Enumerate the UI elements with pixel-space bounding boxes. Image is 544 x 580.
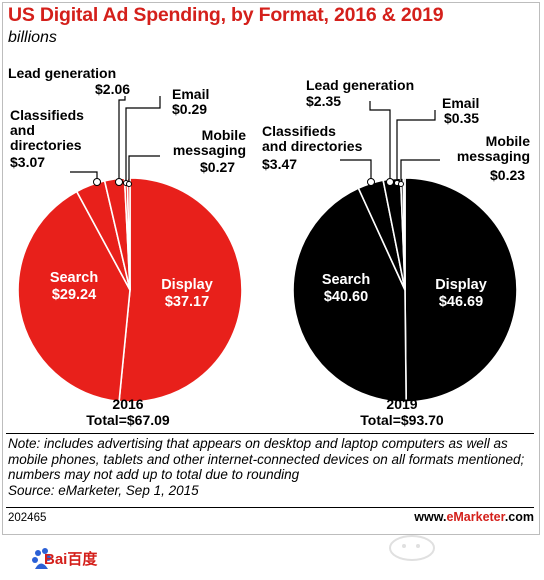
label-display-2016: Display $37.17 — [161, 277, 213, 310]
label-email-2016: Email — [172, 86, 210, 102]
pie-slice-2019-search — [292, 187, 407, 403]
chart-subtitle: billions — [8, 29, 57, 46]
pie-slice-2016-search — [17, 190, 131, 403]
pie-slice-2019-display — [404, 177, 518, 403]
total-2016: Total=$67.09 — [86, 412, 170, 428]
leader-lines — [70, 96, 440, 181]
note-divider-top — [6, 433, 534, 434]
label-search-2016: Search $29.24 — [49, 270, 99, 303]
value-email-2019: $0.35 — [444, 110, 480, 126]
value-lead-generation-2019: $2.35 — [306, 93, 342, 109]
year-2016: 2016 — [112, 396, 144, 412]
label-classifieds-2019: Classifieds and directories — [262, 123, 363, 154]
label-display-2019: Display $46.69 — [435, 277, 487, 310]
value-lead-generation-2016: $2.06 — [95, 81, 131, 97]
value-mobile-messaging-2016: $0.27 — [200, 159, 236, 175]
label-email-2019: Email — [442, 95, 480, 111]
label-lead-generation-2019: Lead generation — [306, 77, 415, 93]
watermark-text: Bai百度 — [44, 551, 98, 568]
source-text: Source: eMarketer, Sep 1, 2015 — [8, 482, 199, 498]
faint-watermark-icon — [389, 535, 435, 561]
baidu-paw-logo — [32, 548, 51, 569]
brand-link[interactable]: www.eMarketer.com — [414, 510, 534, 524]
total-2019: Total=$93.70 — [360, 412, 444, 428]
label-search-2019: Search $40.60 — [321, 272, 371, 305]
pie-2016 — [17, 177, 243, 403]
leader-dots — [93, 178, 404, 187]
value-email-2016: $0.29 — [172, 101, 208, 117]
chart-title: US Digital Ad Spending, by Format, 2016 … — [8, 4, 444, 26]
pie-slice-2019-mobile-messaging — [402, 177, 406, 291]
pie-charts — [17, 96, 518, 403]
label-mobile-messaging-2016: Mobile messaging — [172, 127, 246, 158]
pie-slice-2016-display — [118, 177, 243, 403]
chart-id: 202465 — [8, 512, 47, 524]
label-classifieds-2016: Classifieds and directories — [10, 107, 84, 153]
label-lead-generation-2016: Lead generation — [8, 65, 117, 81]
note-divider-bottom — [6, 507, 534, 508]
value-mobile-messaging-2019: $0.23 — [490, 167, 526, 183]
value-classifieds-2019: $3.47 — [262, 156, 298, 172]
chart-note: Note: includes advertising that appears … — [8, 436, 536, 498]
value-classifieds-2016: $3.07 — [10, 154, 46, 170]
chart-frame — [2, 2, 540, 535]
label-mobile-messaging-2019: Mobile messaging — [456, 133, 530, 164]
pie-2019 — [292, 177, 518, 403]
year-2019: 2019 — [386, 396, 418, 412]
note-text: Note: includes advertising that appears … — [8, 436, 525, 482]
